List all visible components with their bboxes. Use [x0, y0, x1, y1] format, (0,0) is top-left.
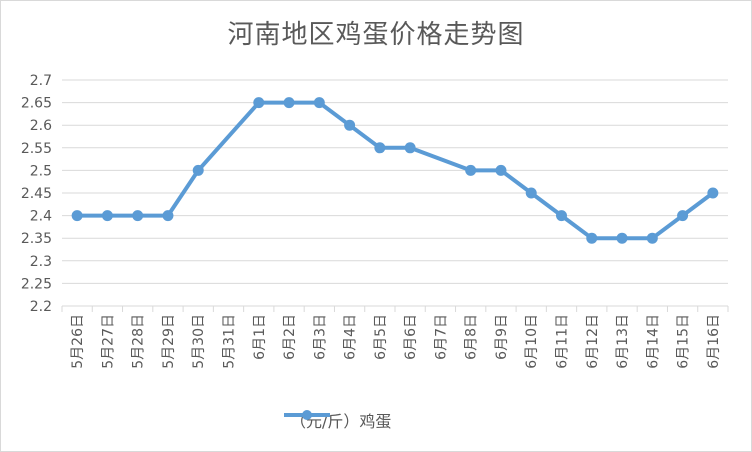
data-point: [616, 232, 628, 244]
series-line-segment: [529, 191, 564, 218]
x-tick-label: 5月31日: [222, 314, 238, 369]
y-tick-label: 2.25: [21, 276, 52, 292]
data-point: [495, 164, 507, 176]
data-point: [253, 97, 265, 109]
data-point: [162, 210, 174, 222]
chart-title: 河南地区鸡蛋价格走势图: [227, 20, 525, 50]
y-tick-label: 2.3: [30, 254, 52, 270]
x-tick-label: 6月6日: [403, 314, 419, 360]
data-point: [344, 119, 356, 131]
data-point: [374, 142, 386, 154]
x-tick-label: 6月7日: [433, 314, 449, 360]
data-point: [132, 210, 144, 222]
series-line-segment: [317, 100, 352, 128]
data-point: [465, 164, 477, 176]
series-line-segment: [196, 100, 261, 173]
x-tick-label: 6月3日: [312, 314, 328, 360]
y-tick-label: 2.55: [21, 141, 52, 157]
data-point: [192, 164, 204, 176]
y-tick-label: 2.35: [21, 231, 52, 247]
series-line-segment: [165, 168, 201, 218]
data-point: [404, 142, 416, 154]
x-tick-label: 6月1日: [252, 314, 268, 360]
x-tick-label: 6月9日: [494, 314, 510, 360]
y-tick-label: 2.6: [30, 118, 52, 134]
x-tick-label: 6月13日: [615, 314, 631, 369]
data-point: [71, 210, 83, 222]
y-tick-label: 2.4: [30, 209, 52, 225]
x-tick-label: 6月5日: [373, 314, 389, 360]
gridlines: [61, 79, 729, 312]
data-point: [677, 210, 689, 222]
data-point: [586, 232, 598, 244]
data-point: [313, 97, 325, 109]
series-line-segment: [650, 213, 685, 241]
x-tick-label: 6月10日: [524, 314, 540, 369]
data-point: [525, 187, 537, 199]
y-tick-label: 2.7: [30, 73, 52, 89]
x-tick-label: 5月28日: [131, 314, 147, 369]
series-line-segment: [408, 145, 473, 173]
x-axis-labels: 5月26日 5月27日 5月28日 5月29日 5月30日 5月31日 6月1日 6月2日 6月…: [70, 314, 722, 369]
legend: （元/斤）鸡蛋: [282, 405, 391, 435]
x-tick-label: 5月29日: [161, 314, 177, 369]
x-tick-label: 6月12日: [585, 314, 601, 369]
x-tick-label: 6月16日: [706, 314, 722, 369]
y-tick-label: 2.5: [30, 163, 52, 179]
y-tick-label: 2.45: [21, 186, 52, 202]
x-tick-label: 6月14日: [645, 314, 661, 369]
x-tick-label: 6月4日: [343, 314, 359, 360]
x-tick-label: 6月2日: [282, 314, 298, 360]
data-point: [707, 187, 719, 199]
y-axis-labels: 2.2 2.25 2.3 2.35 2.4 2.45 2.5 2.55 2.6 2.65 2.7: [21, 73, 52, 315]
x-tick-label: 6月15日: [676, 314, 692, 369]
y-tick-label: 2.2: [30, 299, 52, 315]
series-line-segment: [680, 191, 715, 218]
data-point: [646, 232, 658, 244]
series-line-segment: [347, 123, 382, 150]
legend-line-marker-icon: [284, 410, 330, 420]
data-point: [556, 210, 567, 222]
plot-series: [71, 97, 719, 244]
x-tick-label: 5月27日: [100, 314, 116, 369]
x-tick-label: 5月26日: [70, 314, 86, 369]
y-tick-label: 2.65: [21, 96, 52, 112]
data-point: [283, 97, 295, 109]
x-tick-label: 6月8日: [464, 314, 480, 360]
series-line-segment: [498, 168, 534, 195]
data-point: [101, 210, 113, 222]
x-tick-label: 5月30日: [191, 314, 207, 369]
x-tick-label: 6月11日: [555, 314, 571, 369]
series-line-segment: [559, 213, 594, 241]
